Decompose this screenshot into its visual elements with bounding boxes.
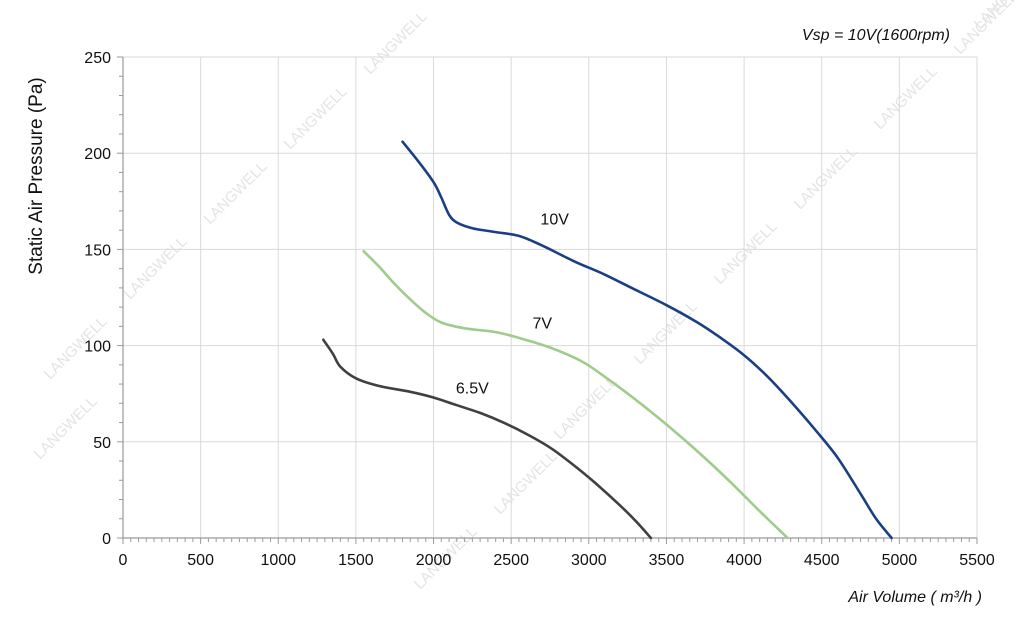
watermark-layer: LANGWELLLANGWELLLANGWELLLANGWELLLANGWELL… [31, 0, 1024, 593]
axes [117, 56, 978, 544]
watermark-text: LANGWELL [201, 158, 271, 228]
x-tick-label: 0 [119, 552, 128, 569]
watermark-text: LANGWELL [31, 393, 101, 463]
x-tick-label: 5000 [882, 552, 918, 569]
x-tick-label: 3000 [571, 552, 607, 569]
y-tick-label: 100 [84, 339, 111, 356]
curve-label-7v: 7V [532, 315, 552, 332]
curve-6-5v [322, 338, 653, 540]
x-tick-label: 4500 [804, 552, 840, 569]
x-tick-label: 1500 [338, 552, 374, 569]
curve-labels: 10V 7V 6.5V [456, 211, 569, 397]
x-tick-label: 2000 [416, 552, 452, 569]
x-tick-label: 4000 [726, 552, 762, 569]
y-tick-labels: 0 50 100 150 200 250 [84, 50, 111, 548]
grid-lines [123, 56, 978, 538]
y-tick-label: 200 [84, 146, 111, 163]
x-tick-labels: 0 500 1000 1500 2000 2500 3000 3500 4000 4500 5000… [119, 552, 995, 569]
watermark-text: LANGWELL [971, 0, 1024, 33]
watermark-text: LANGWELL [711, 218, 781, 288]
watermark-text: LANGWELL [121, 233, 191, 303]
x-tick-label: 5500 [959, 552, 995, 569]
annotation-vsp: Vsp = 10V(1600rpm) [802, 27, 950, 44]
watermark-text: LANGWELL [871, 63, 941, 133]
watermark-text: LANGWELL [631, 298, 701, 368]
watermark-text: LANGWELL [551, 373, 621, 443]
curve-label-10v: 10V [540, 211, 569, 228]
x-tick-label: 3500 [649, 552, 685, 569]
curve-10v [401, 140, 893, 540]
x-tick-label: 1000 [260, 552, 296, 569]
x-tick-label: 500 [187, 552, 214, 569]
y-tick-label: 250 [84, 50, 111, 67]
watermark-text: LANGWELL [281, 83, 351, 153]
x-tick-label: 2500 [493, 552, 529, 569]
watermark-text: LANGWELL [361, 8, 431, 78]
watermark-text: LANGWELL [491, 448, 561, 518]
x-axis-label: Air Volume ( m³/h ) [847, 589, 982, 606]
curves [322, 140, 893, 540]
curve-label-6-5v: 6.5V [456, 381, 489, 398]
y-axis-label: Static Air Pressure (Pa) [26, 77, 47, 274]
y-tick-label: 50 [93, 435, 111, 452]
y-tick-label: 0 [102, 531, 111, 548]
y-tick-label: 150 [84, 242, 111, 259]
curve-7v [362, 250, 789, 540]
